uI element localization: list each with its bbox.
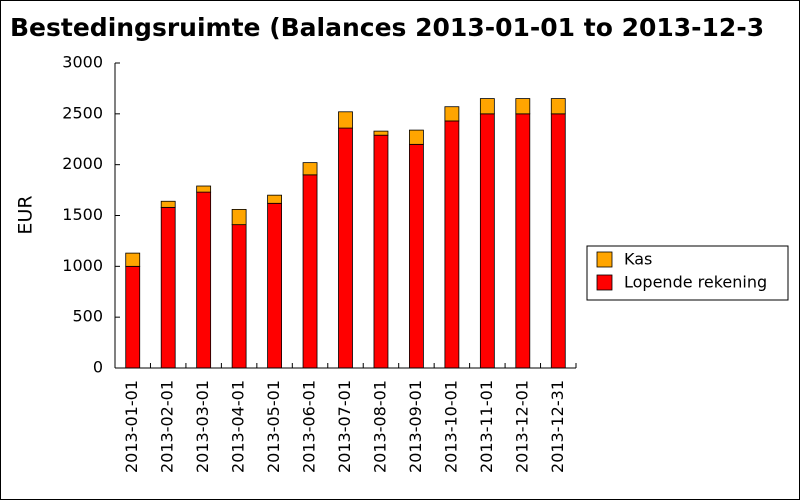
- bar-segment: [479, 98, 495, 115]
- bar-segment: [160, 206, 176, 369]
- bar-segment: [231, 208, 247, 226]
- bar-segment: [444, 106, 460, 122]
- bar-segment: [373, 134, 389, 369]
- bar-segment: [302, 174, 318, 369]
- x-tick-label: 2013-02-01: [158, 380, 177, 473]
- legend-label: Kas: [624, 250, 652, 269]
- bar-segment: [550, 98, 566, 115]
- bar-segment: [125, 252, 141, 267]
- bar-segment: [231, 224, 247, 369]
- bar-segment: [373, 130, 389, 136]
- x-tick-label: 2013-01-01: [122, 380, 141, 473]
- bar-segment: [196, 191, 212, 369]
- y-tick-label: 0: [93, 358, 103, 377]
- bar-segment: [338, 127, 353, 369]
- x-tick-label: 2013-11-01: [477, 380, 496, 473]
- bar-segment: [479, 113, 495, 369]
- y-tick-label: 500: [72, 307, 103, 326]
- y-tick-label: 3000: [62, 53, 103, 72]
- x-tick-label: 2013-09-01: [406, 380, 425, 473]
- x-tick-label: 2013-08-01: [370, 380, 389, 473]
- x-tick-label: 2013-10-01: [441, 380, 460, 473]
- x-tick-label: 2013-04-01: [229, 380, 248, 473]
- legend-swatch: [596, 274, 613, 291]
- bar-segment: [196, 185, 212, 193]
- x-tick-label: 2013-07-01: [335, 380, 354, 473]
- x-tick-label: 2013-03-01: [193, 380, 212, 473]
- y-tick-label: 1000: [62, 256, 103, 275]
- y-tick-label: 2500: [62, 103, 103, 122]
- bar-segment: [515, 113, 531, 369]
- bar-segment: [338, 111, 353, 129]
- legend-swatch: [596, 251, 613, 268]
- bar-segment: [267, 194, 282, 204]
- y-tick-label: 2000: [62, 154, 103, 173]
- y-tick-label: 1500: [62, 205, 103, 224]
- x-tick-label: 2013-12-31: [548, 380, 567, 473]
- bar-segment: [160, 200, 176, 208]
- bar-segment: [302, 162, 318, 176]
- bar-segment: [267, 202, 282, 369]
- x-tick-label: 2013-05-01: [264, 380, 283, 473]
- bar-segment: [409, 143, 424, 369]
- bar-segment: [409, 129, 424, 145]
- legend-label: Lopende rekening: [624, 273, 767, 292]
- chart-title: Bestedingsruimte (Balances 2013-01-01 to…: [10, 13, 764, 42]
- x-tick-label: 2013-06-01: [300, 380, 319, 473]
- bar-segment: [125, 265, 141, 369]
- legend-box: [586, 245, 789, 301]
- x-tick-label: 2013-12-01: [512, 380, 531, 473]
- bar-segment: [515, 98, 531, 115]
- y-axis-label: EUR: [15, 195, 37, 234]
- bar-segment: [550, 113, 566, 369]
- bar-segment: [444, 120, 460, 369]
